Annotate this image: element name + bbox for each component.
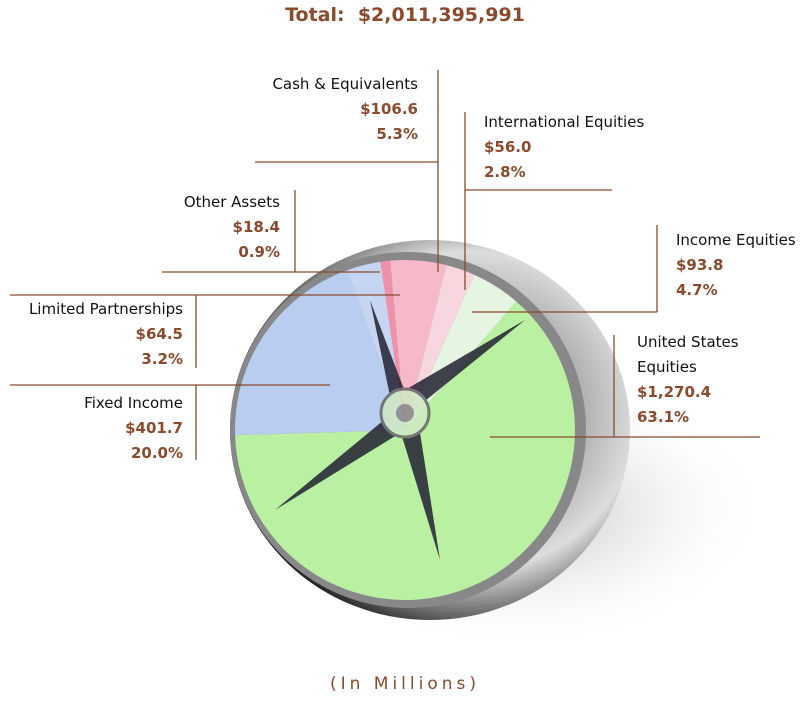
share-label: 0.9% (120, 240, 280, 265)
category-label: Cash & Equivalents (258, 72, 418, 97)
category-label: Other Assets (120, 190, 280, 215)
share-label: 63.1% (637, 405, 767, 430)
share-label: 20.0% (10, 441, 183, 466)
chart-subtitle: (In Millions) (0, 674, 810, 694)
value-label: $401.7 (10, 416, 183, 441)
value-label: $1,270.4 (637, 380, 767, 405)
category-label: Fixed Income (10, 391, 183, 416)
category-label: United States Equities (637, 330, 767, 380)
value-label: $56.0 (484, 135, 684, 160)
value-label: $93.8 (676, 253, 810, 278)
chart-title: Total: $2,011,395,991 (0, 4, 810, 26)
category-label: International Equities (484, 110, 684, 135)
share-label: 4.7% (676, 278, 810, 303)
share-label: 2.8% (484, 160, 684, 185)
value-label: $18.4 (120, 215, 280, 240)
category-label: Limited Partnerships (10, 297, 183, 322)
value-label: $106.6 (258, 97, 418, 122)
share-label: 3.2% (10, 347, 183, 372)
value-label: $64.5 (10, 322, 183, 347)
page: Total: $2,011,395,991 (In Millions) Cash… (0, 0, 810, 702)
share-label: 5.3% (258, 122, 418, 147)
category-label: Income Equities (676, 228, 810, 253)
